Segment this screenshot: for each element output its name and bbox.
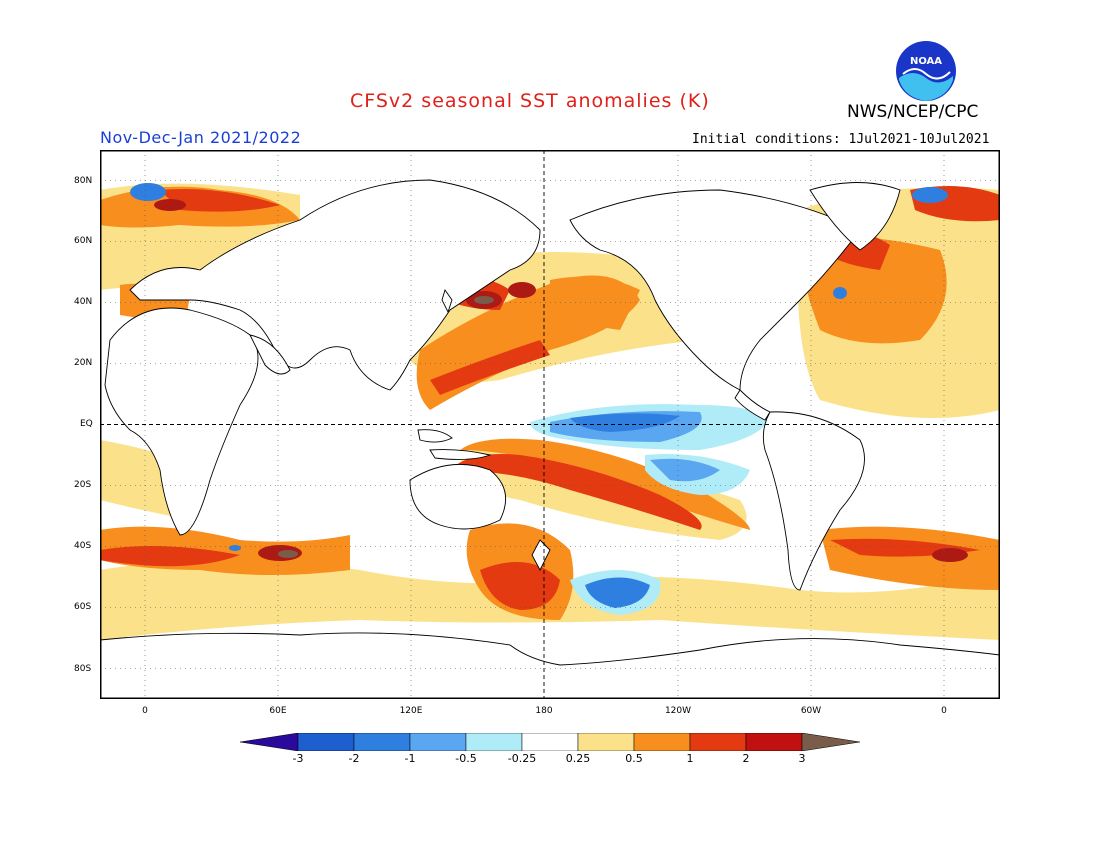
colorbar-segment	[577, 733, 635, 751]
noaa-logo: NOAA	[896, 41, 956, 101]
colorbar-segment	[240, 733, 299, 751]
colorbar-segment	[633, 733, 691, 751]
colorbar-label: -0.5	[455, 752, 477, 765]
organization-label: NWS/NCEP/CPC	[847, 102, 979, 122]
initial-conditions-label: Initial conditions: 1Jul2021-10Jul2021	[692, 132, 990, 147]
lon-label: 180	[535, 706, 553, 716]
svg-text:NOAA: NOAA	[910, 56, 942, 67]
colorbar-label: -1	[404, 752, 416, 765]
lat-label: 80N	[74, 176, 93, 186]
colorbar-label: 0.5	[625, 752, 643, 765]
colorbar-segment	[353, 733, 411, 751]
colorbar-segment	[297, 733, 355, 751]
lat-label: EQ	[80, 419, 93, 429]
colorbar-label: -2	[348, 752, 360, 765]
lon-label: 0	[941, 706, 947, 716]
colorbar-segment	[689, 733, 747, 751]
lat-label: 60S	[74, 602, 92, 612]
lon-label: 120W	[664, 706, 692, 716]
colorbar-label: 2	[742, 752, 750, 765]
colorbar-segment	[745, 733, 803, 751]
colorbar-label: -0.25	[507, 752, 537, 765]
colorbar-segment	[409, 733, 467, 751]
colorbar-label: 3	[798, 752, 806, 765]
colorbar	[240, 733, 861, 751]
colorbar-label: -3	[292, 752, 304, 765]
lat-label: 80S	[74, 664, 92, 674]
sst-anomaly-map	[100, 150, 1000, 699]
reference-lines	[100, 150, 1000, 699]
colorbar-segment	[801, 733, 861, 751]
lat-label: 20S	[74, 480, 92, 490]
colorbar-segment	[521, 733, 579, 751]
coastlines	[100, 179, 1000, 699]
lat-label: 40S	[74, 541, 92, 551]
lon-label: 0	[142, 706, 148, 716]
lat-label: 20N	[74, 358, 93, 368]
grid-lines	[100, 150, 1000, 699]
lat-label: 40N	[74, 297, 93, 307]
colorbar-label: 1	[686, 752, 694, 765]
lat-label: 60N	[74, 236, 93, 246]
lon-label: 60E	[269, 706, 287, 716]
chart-title: CFSv2 seasonal SST anomalies (K)	[350, 90, 710, 112]
period-label: Nov-Dec-Jan 2021/2022	[100, 128, 302, 147]
colorbar-label: 0.25	[565, 752, 591, 765]
lon-label: 60W	[800, 706, 822, 716]
lon-label: 120E	[399, 706, 423, 716]
colorbar-segment	[465, 733, 523, 751]
